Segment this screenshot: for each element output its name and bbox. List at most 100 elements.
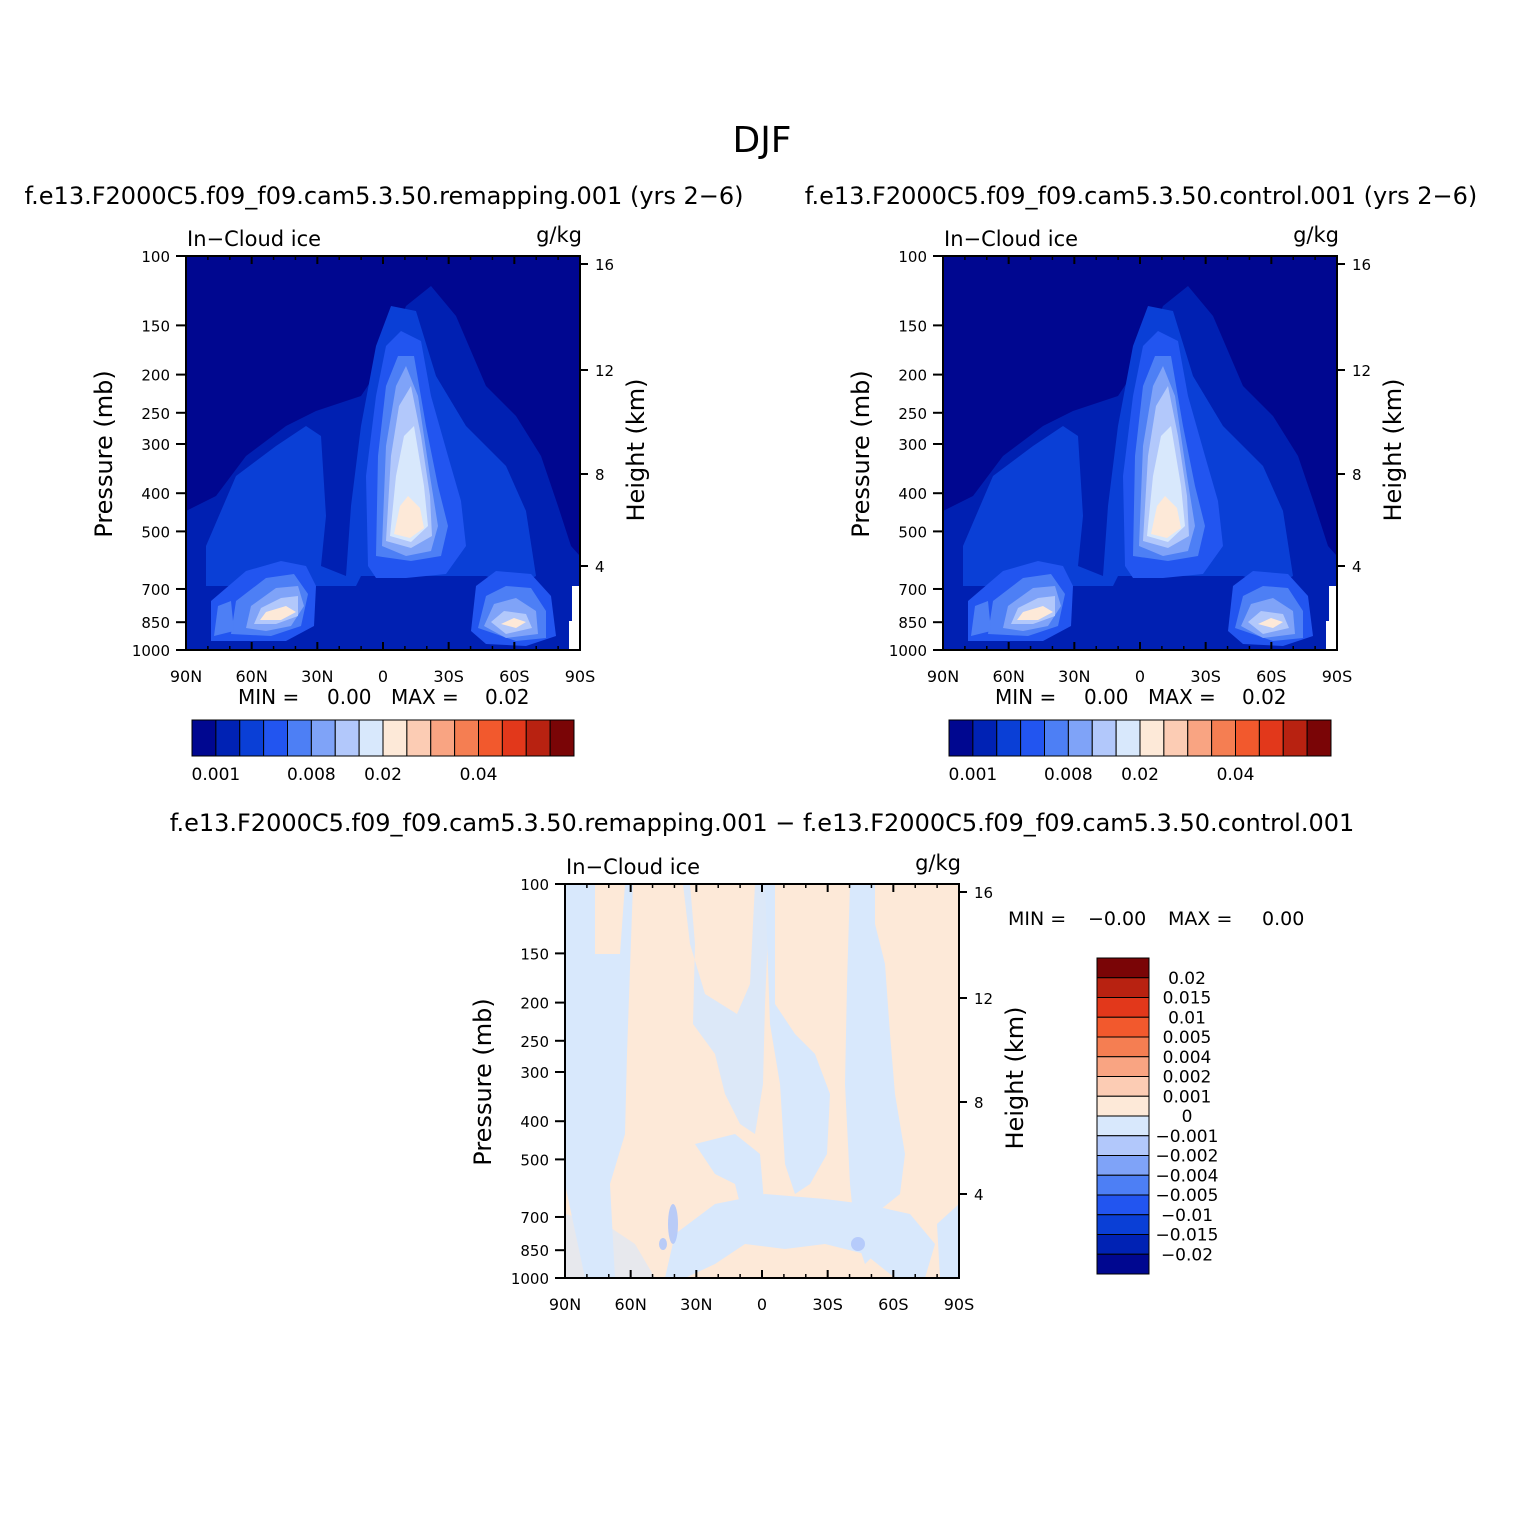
- max-value: 0.02: [1242, 685, 1287, 709]
- y-tick-label: 150: [898, 317, 927, 335]
- colorbar-box: [1096, 1016, 1150, 1038]
- y2-tick-label: 8: [1352, 466, 1362, 484]
- colorbar-label: 0.04: [460, 765, 498, 785]
- colorbar-box: [1096, 997, 1150, 1018]
- panel-title-remapping: f.e13.F2000C5.f09_f09.cam5.3.50.remappin…: [24, 182, 743, 210]
- colorbar-label: −0.001: [1156, 1127, 1219, 1147]
- colorbar-box: [1258, 719, 1284, 757]
- colorbar-label: 0.001: [949, 765, 998, 785]
- max-label: MAX =: [1168, 908, 1232, 930]
- y-tick-label: 700: [898, 581, 927, 599]
- x-tick-label: 60S: [499, 667, 530, 686]
- y-tick-label: 200: [520, 995, 549, 1013]
- x-tick-label: 60S: [878, 1295, 909, 1314]
- colorbar-box: [1091, 719, 1117, 757]
- colorbar-label: 0.005: [1163, 1028, 1212, 1048]
- y-tick-label: 500: [141, 523, 170, 541]
- colorbar-label: −0.002: [1156, 1147, 1219, 1167]
- y-tick-label: 400: [898, 485, 927, 503]
- x-tick-label: 60N: [615, 1295, 647, 1314]
- colorbar-box: [1096, 1194, 1150, 1216]
- y-axis-title: Pressure (mb): [847, 370, 875, 537]
- colorbar-label: 0.01: [1168, 1008, 1206, 1028]
- y-tick-label: 250: [141, 405, 170, 423]
- y-tick-label: 400: [141, 485, 170, 503]
- x-tick-label: 90N: [170, 667, 202, 686]
- colorbar-label: 0: [1182, 1107, 1193, 1127]
- units-label: g/kg: [1293, 223, 1339, 247]
- y-tick-label: 300: [898, 436, 927, 454]
- x-tick-label: 30N: [680, 1295, 712, 1314]
- x-tick-label: 90S: [565, 667, 596, 686]
- colorbar-label: 0.008: [287, 765, 336, 785]
- y2-tick-label: 16: [595, 256, 614, 274]
- colorbar-box: [287, 719, 312, 757]
- y-tick-label: 100: [898, 248, 927, 266]
- colorbar-box: [239, 719, 265, 757]
- min-value: −0.00: [1088, 908, 1146, 930]
- colorbar-box: [1096, 1095, 1150, 1117]
- variable-label: In−Cloud ice: [566, 855, 700, 879]
- colorbar-box: [1096, 1253, 1150, 1275]
- colorbar-box: [1096, 1115, 1150, 1137]
- colorbar-label: −0.015: [1156, 1226, 1219, 1246]
- colorbar-box: [972, 719, 998, 757]
- colorbar-box: [996, 719, 1022, 757]
- y-tick-label: 150: [520, 945, 549, 963]
- panel-title-control: f.e13.F2000C5.f09_f09.cam5.3.50.control.…: [805, 182, 1478, 210]
- x-tick-label: 90N: [927, 667, 959, 686]
- x-tick-label: 90S: [944, 1295, 975, 1314]
- x-tick-label: 90N: [549, 1295, 581, 1314]
- colorbar-box: [1163, 719, 1189, 757]
- y2-tick-label: 12: [595, 362, 614, 380]
- max-value: 0.02: [485, 685, 530, 709]
- y2-tick-label: 4: [1352, 558, 1362, 576]
- y-tick-label: 150: [141, 317, 170, 335]
- y-tick-label: 100: [520, 876, 549, 894]
- colorbar-box: [525, 719, 551, 757]
- colorbar-box: [1020, 719, 1045, 757]
- y2-tick-label: 16: [1352, 256, 1371, 274]
- y-axis-title: Pressure (mb): [90, 370, 118, 537]
- y2-tick-label: 16: [974, 884, 993, 902]
- panel-title-difference: f.e13.F2000C5.f09_f09.cam5.3.50.remappin…: [170, 809, 1355, 837]
- colorbar-box: [1235, 719, 1260, 757]
- field-difference: [565, 884, 959, 1278]
- x-tick-label: 30S: [1190, 667, 1221, 686]
- y2-axis-title: Height (km): [1379, 379, 1407, 522]
- y-tick-label: 1000: [889, 642, 927, 660]
- colorbar-label: −0.02: [1161, 1245, 1213, 1265]
- colorbar-box: [948, 719, 974, 757]
- units-label: g/kg: [915, 851, 961, 875]
- colorbar-box: [1096, 957, 1150, 979]
- colorbar-box: [1282, 719, 1308, 757]
- y2-axis-title: Height (km): [1001, 1007, 1029, 1150]
- colorbar-label: 0.004: [1163, 1048, 1212, 1068]
- colorbar-label: 0.02: [1121, 765, 1159, 785]
- colorbar-box: [263, 719, 288, 757]
- colorbar-box: [1187, 719, 1213, 757]
- colorbar-box: [191, 719, 217, 757]
- colorbar-label: −0.004: [1156, 1166, 1219, 1186]
- x-tick-label: 30N: [1058, 667, 1090, 686]
- x-tick-label: 60N: [993, 667, 1025, 686]
- colorbar-box: [1211, 719, 1236, 757]
- y-tick-label: 850: [520, 1242, 549, 1260]
- x-tick-label: 90S: [1322, 667, 1353, 686]
- y-tick-label: 100: [141, 248, 170, 266]
- colorbar-box: [478, 719, 503, 757]
- colorbar-box: [1096, 1234, 1150, 1255]
- y-tick-label: 200: [898, 367, 927, 385]
- y2-axis-title: Height (km): [622, 379, 650, 522]
- colorbar-label: −0.005: [1156, 1186, 1219, 1206]
- y-tick-label: 200: [141, 367, 170, 385]
- colorbar-box: [1096, 1135, 1150, 1156]
- colorbar-box: [549, 719, 575, 757]
- colorbar-box: [1096, 1155, 1150, 1176]
- variable-label: In−Cloud ice: [944, 227, 1078, 251]
- colorbar-box: [1067, 719, 1093, 757]
- field-remapping: [186, 256, 580, 650]
- field-control: [943, 256, 1337, 650]
- y-tick-label: 500: [520, 1151, 549, 1169]
- colorbar-box: [1115, 719, 1141, 757]
